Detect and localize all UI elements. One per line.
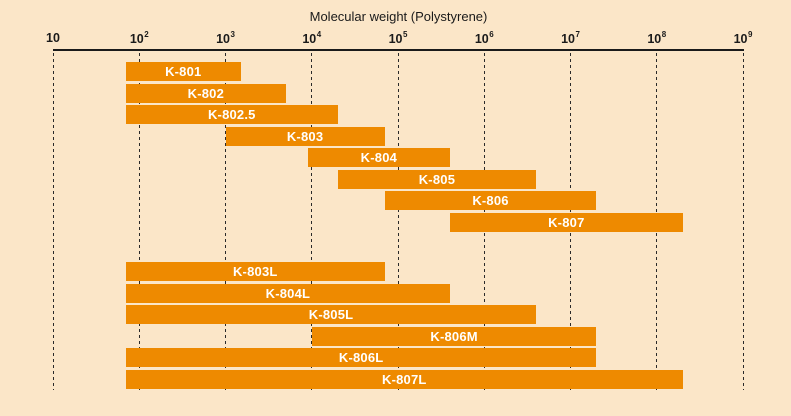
bar-label-k-801: K-801 xyxy=(165,64,202,79)
bar-label-k-803l: K-803L xyxy=(232,264,278,279)
range-bar-k-806l: K-806L xyxy=(125,348,597,367)
gridline-10e9 xyxy=(742,53,744,390)
bar-label-k-802: K-802 xyxy=(187,85,225,101)
axis-tick-label-10e6: 106 xyxy=(474,30,494,47)
range-bar-k-805l: K-805L xyxy=(125,305,537,324)
bar-label-k-802-5: K-802.5 xyxy=(207,107,256,122)
bar-label-k-804: K-804 xyxy=(360,150,398,165)
range-bar-k-807l: K-807L xyxy=(125,369,683,389)
axis-tick-label-10e7: 107 xyxy=(561,30,580,47)
gridline-10e5 xyxy=(397,53,399,390)
bar-label-k-806l: K-806L xyxy=(338,350,384,365)
gridline-10e2 xyxy=(138,53,140,390)
bar-label-k-805: K-805 xyxy=(418,171,456,187)
gridline-10e1 xyxy=(52,53,54,390)
axis-tick-label-10e1: 10 xyxy=(46,31,60,45)
range-bar-k-805: K-805 xyxy=(337,169,537,189)
bar-label-k-807l: K-807L xyxy=(382,371,427,387)
range-bar-k-803l: K-803L xyxy=(125,262,385,281)
bar-label-k-805l: K-805L xyxy=(308,307,354,322)
axis-tick-label-10e5: 105 xyxy=(388,30,408,47)
bar-label-k-804l: K-804L xyxy=(265,285,311,301)
range-bar-k-802: K-802 xyxy=(125,83,286,103)
range-bar-k-804l: K-804L xyxy=(125,283,450,303)
axis-title: Molecular weight (Polystyrene) xyxy=(309,9,488,24)
gridline-10e4 xyxy=(311,53,313,390)
range-bar-k-803: K-803 xyxy=(225,126,385,146)
axis-tick-label-10e3: 103 xyxy=(216,30,235,47)
bar-label-k-803: K-803 xyxy=(286,128,324,144)
bar-label-k-806m: K-806M xyxy=(430,328,478,344)
x-axis-line xyxy=(53,49,744,51)
range-bar-k-807: K-807 xyxy=(449,212,683,232)
bar-label-k-807: K-807 xyxy=(548,214,585,230)
gridline-10e3 xyxy=(225,53,226,390)
axis-tick-label-10e4: 104 xyxy=(302,30,322,47)
range-bar-k-804: K-804 xyxy=(307,148,450,167)
range-bar-k-806: K-806 xyxy=(384,191,597,210)
range-bar-k-801: K-801 xyxy=(125,62,241,81)
bar-label-k-806: K-806 xyxy=(472,193,509,208)
axis-tick-label-10e2: 102 xyxy=(129,30,149,47)
range-bar-k-802-5: K-802.5 xyxy=(125,105,338,124)
range-bar-k-806m: K-806M xyxy=(311,326,597,346)
axis-tick-label-10e8: 108 xyxy=(647,30,667,47)
axis-tick-label-10e9: 109 xyxy=(733,30,753,47)
